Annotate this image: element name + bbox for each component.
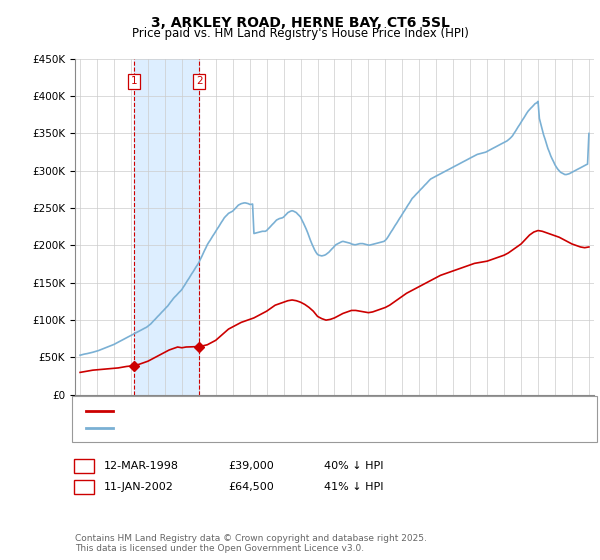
Text: 3, ARKLEY ROAD, HERNE BAY, CT6 5SL: 3, ARKLEY ROAD, HERNE BAY, CT6 5SL xyxy=(151,16,449,30)
Text: 2: 2 xyxy=(80,482,88,492)
Text: 3, ARKLEY ROAD, HERNE BAY, CT6 5SL (semi-detached house): 3, ARKLEY ROAD, HERNE BAY, CT6 5SL (semi… xyxy=(120,405,445,416)
Text: 41% ↓ HPI: 41% ↓ HPI xyxy=(324,482,383,492)
Text: 11-JAN-2002: 11-JAN-2002 xyxy=(104,482,173,492)
Text: Price paid vs. HM Land Registry's House Price Index (HPI): Price paid vs. HM Land Registry's House … xyxy=(131,27,469,40)
Text: 2: 2 xyxy=(196,76,203,86)
Text: £39,000: £39,000 xyxy=(228,461,274,471)
Text: 1: 1 xyxy=(131,76,137,86)
Text: 12-MAR-1998: 12-MAR-1998 xyxy=(104,461,179,471)
Text: £64,500: £64,500 xyxy=(228,482,274,492)
Text: 1: 1 xyxy=(80,461,88,471)
Text: Contains HM Land Registry data © Crown copyright and database right 2025.
This d: Contains HM Land Registry data © Crown c… xyxy=(75,534,427,553)
Bar xyxy=(134,59,199,395)
Text: HPI: Average price, semi-detached house, Canterbury: HPI: Average price, semi-detached house,… xyxy=(120,423,401,433)
Text: 40% ↓ HPI: 40% ↓ HPI xyxy=(324,461,383,471)
